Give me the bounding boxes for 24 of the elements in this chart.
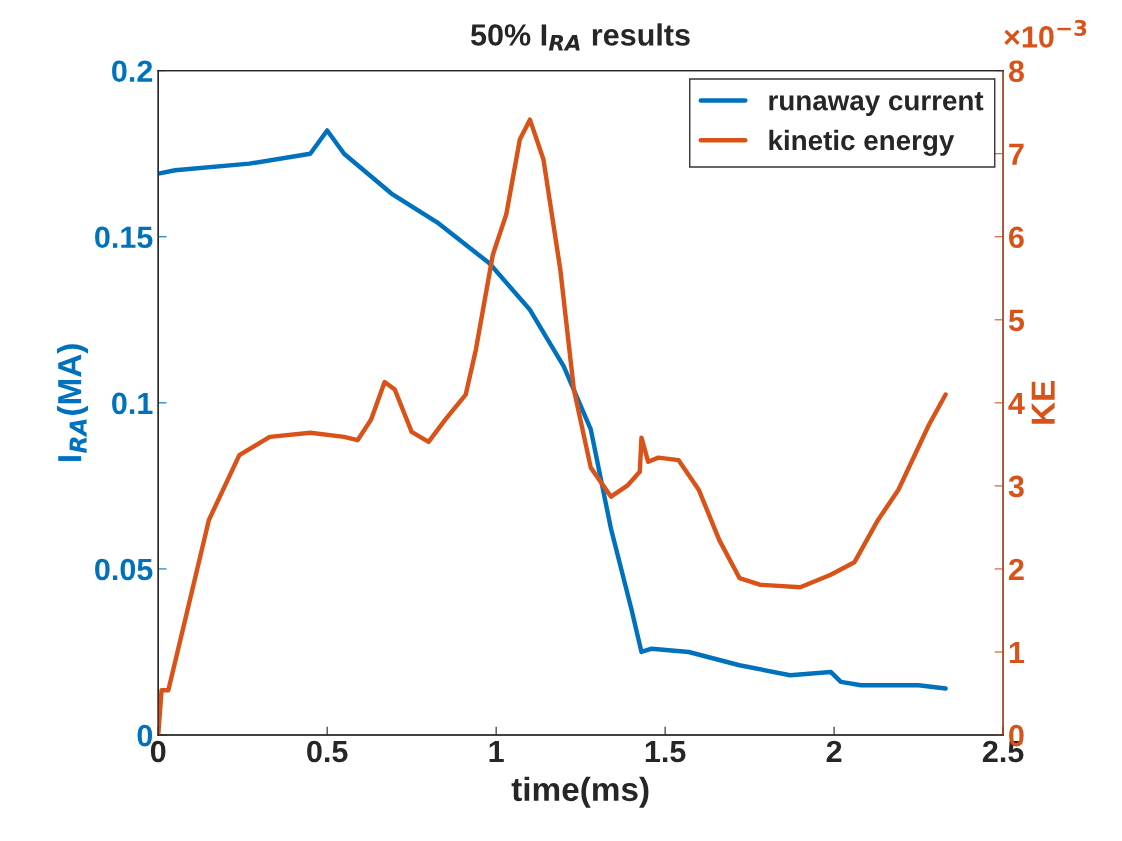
chart-title: 50% I$_{RA}$ results: [470, 23, 690, 51]
y-axis-title: I$_{RA}$(MA): [56, 344, 89, 461]
y2-tick-label: 7: [1009, 143, 1024, 165]
x-tick-label: 1.5: [645, 741, 686, 763]
y2-tick-label: 1: [1009, 642, 1025, 664]
y-tick-label: 0.1: [112, 392, 153, 415]
y2-tick-label: 3: [1008, 475, 1024, 498]
x-axis-title: time(ms): [511, 776, 649, 808]
x-tick-label: 0.5: [307, 740, 348, 763]
y-tick-label: 0.15: [95, 226, 153, 249]
y-tick-label: 0: [137, 724, 153, 747]
y2-axis-title: KE: [1031, 380, 1055, 424]
legend-label: runaway current: [769, 92, 984, 116]
y2-tick-label: 2: [1008, 558, 1024, 581]
y-tick-label: 0.2: [112, 60, 153, 83]
y2-tick-label: 8: [1008, 60, 1024, 83]
x-tick-label: 2: [826, 740, 842, 763]
text: ×10$^{−3}$: [1004, 19, 1087, 48]
y-tick-label: 0.05: [95, 558, 153, 581]
y2-tick-label: 4: [1008, 392, 1025, 414]
y2-tick-label: 5: [1008, 309, 1025, 332]
x-tick-label: 1: [489, 741, 504, 763]
legend-label: kinetic energy: [769, 129, 955, 156]
y2-tick-label: 6: [1009, 226, 1024, 249]
